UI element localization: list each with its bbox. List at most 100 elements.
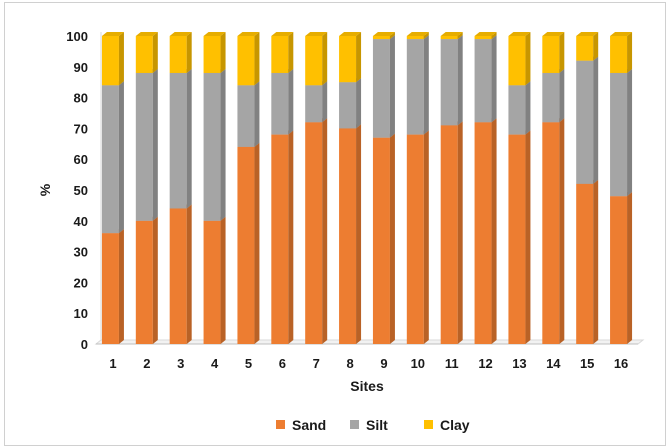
bar-segment-clay bbox=[305, 32, 328, 86]
bar-front bbox=[203, 36, 221, 73]
y-tick-label: 20 bbox=[74, 275, 88, 290]
y-tick-label: 90 bbox=[74, 60, 88, 75]
bar-side bbox=[423, 32, 429, 40]
bar-side bbox=[559, 32, 565, 73]
legend-swatch-sand bbox=[276, 420, 285, 429]
bar-front bbox=[610, 196, 628, 344]
bar-front bbox=[474, 122, 492, 345]
y-axis-title: % bbox=[37, 183, 53, 196]
bar-segment-clay bbox=[576, 32, 599, 61]
bar-top bbox=[101, 32, 124, 36]
bar-side bbox=[322, 118, 328, 345]
bar-segment-sand bbox=[542, 118, 565, 345]
bar-segment-clay bbox=[440, 32, 463, 40]
bar-segment-sand bbox=[271, 130, 294, 344]
x-tick-label: 13 bbox=[512, 356, 526, 371]
bar-segment-clay bbox=[372, 32, 395, 40]
bar-segment-silt bbox=[542, 68, 565, 123]
bar-side bbox=[220, 32, 226, 73]
bar-side bbox=[559, 118, 565, 345]
bar-side bbox=[288, 130, 294, 344]
y-tick-label: 40 bbox=[74, 214, 88, 229]
bar-front bbox=[576, 183, 594, 344]
bar-segment-clay bbox=[610, 32, 633, 73]
bar-top bbox=[576, 32, 599, 36]
bar-top bbox=[169, 32, 192, 36]
bar-segment-sand bbox=[135, 216, 158, 344]
bar-segment-silt bbox=[440, 35, 463, 126]
bar-side bbox=[423, 130, 429, 344]
bar-front bbox=[237, 146, 255, 344]
bar-front bbox=[440, 39, 458, 126]
x-tick-label: 12 bbox=[478, 356, 492, 371]
bar-front bbox=[101, 36, 119, 86]
bar-side bbox=[525, 32, 531, 86]
y-tick-label: 80 bbox=[74, 91, 88, 106]
bar-side bbox=[186, 68, 192, 209]
bar-segment-sand bbox=[372, 133, 395, 344]
y-tick-label: 30 bbox=[74, 245, 88, 260]
bar-side bbox=[186, 32, 192, 73]
bar-side bbox=[525, 81, 531, 135]
x-tick-labels: 1 2 3 4 5 6 7 8 9 10 11 12 13 14 15 16 bbox=[109, 356, 628, 371]
bar-segment-sand bbox=[237, 142, 260, 344]
legend-label-clay: Clay bbox=[440, 417, 470, 433]
bar-side bbox=[356, 32, 362, 83]
bar-segment-clay bbox=[237, 32, 260, 86]
bar-front bbox=[169, 208, 187, 344]
bar-front bbox=[440, 36, 458, 40]
bar-segment-clay bbox=[203, 32, 226, 73]
x-tick-label: 7 bbox=[313, 356, 320, 371]
bar-front bbox=[271, 134, 289, 344]
x-tick-label: 5 bbox=[245, 356, 252, 371]
y-tick-label: 10 bbox=[74, 306, 88, 321]
bar-side bbox=[152, 216, 158, 344]
bar-front bbox=[372, 36, 390, 40]
bar-segment-sand bbox=[339, 124, 362, 345]
x-tick-label: 1 bbox=[109, 356, 116, 371]
bar-side bbox=[593, 56, 599, 184]
bar-segment-clay bbox=[271, 32, 294, 73]
bar-side bbox=[152, 68, 158, 221]
bar-front bbox=[576, 36, 594, 61]
bar-segment-sand bbox=[610, 192, 633, 344]
x-tick-label: 8 bbox=[346, 356, 353, 371]
bar-side bbox=[186, 204, 192, 344]
bar-side bbox=[559, 68, 565, 123]
bar-side bbox=[491, 35, 497, 123]
bar-segment-sand bbox=[101, 229, 124, 344]
bar-top bbox=[237, 32, 260, 36]
bar-front bbox=[271, 72, 289, 135]
bar-side bbox=[356, 78, 362, 129]
bar-front bbox=[271, 36, 289, 73]
bar-segment-clay bbox=[474, 32, 497, 40]
bar-side bbox=[389, 32, 395, 40]
bar-segment-silt bbox=[406, 35, 429, 135]
bar-front bbox=[305, 122, 323, 345]
bar-front bbox=[508, 134, 526, 344]
bar-side bbox=[288, 68, 294, 135]
y-tick-label: 70 bbox=[74, 121, 88, 136]
bar-front bbox=[406, 39, 424, 135]
legend: Sand Silt Clay bbox=[276, 417, 470, 433]
bar-segment-silt bbox=[508, 81, 531, 135]
y-tick-label: 50 bbox=[74, 183, 88, 198]
bar-top bbox=[135, 32, 158, 36]
bar-front bbox=[440, 125, 458, 344]
bar-front bbox=[542, 36, 560, 73]
bar-side bbox=[152, 32, 158, 73]
bar-segment-silt bbox=[169, 68, 192, 209]
x-tick-label: 16 bbox=[614, 356, 628, 371]
bar-top bbox=[406, 32, 429, 36]
bar-side bbox=[593, 179, 599, 344]
bar-side bbox=[220, 68, 226, 221]
bar-segment-silt bbox=[305, 81, 328, 123]
bar-front bbox=[305, 85, 323, 123]
bar-segment-sand bbox=[203, 216, 226, 344]
y-tick-label: 60 bbox=[74, 152, 88, 167]
x-axis-title: Sites bbox=[350, 378, 384, 394]
x-tick-label: 2 bbox=[143, 356, 150, 371]
bar-segment-silt bbox=[610, 68, 633, 197]
bar-side bbox=[491, 32, 497, 40]
y-tick-label: 100 bbox=[66, 29, 88, 44]
